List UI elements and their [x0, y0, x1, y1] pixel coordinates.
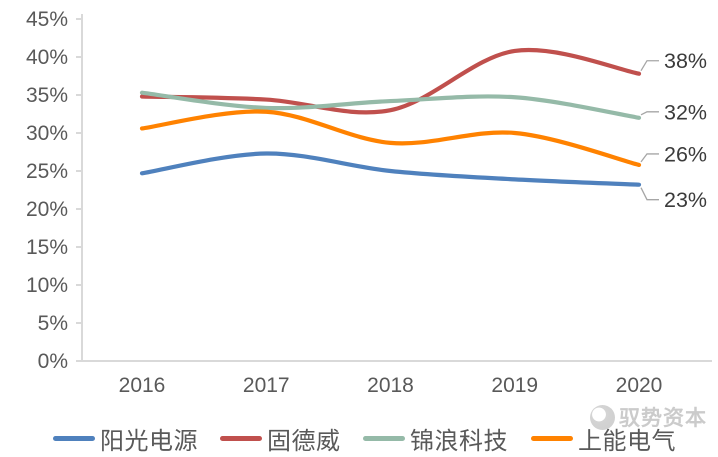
end-label-1: 23% [664, 188, 707, 212]
legend-label-series-1: 阳光电源 [100, 427, 198, 455]
legend-label-series-4: 上能电气 [578, 427, 676, 455]
y-tick-label: 30% [26, 122, 68, 145]
legend-line-swatch-series-2 [220, 435, 262, 441]
chart-legend: 阳光电源 固德威 锦浪科技 上能电气 [0, 423, 718, 455]
end-label-leader-3 [640, 111, 659, 116]
end-label-2: 38% [664, 49, 707, 73]
y-tick-label: 15% [26, 236, 68, 259]
legend-item-series-2[interactable]: 固德威 [220, 423, 341, 455]
end-label-4: 26% [664, 142, 707, 166]
series-line-1 [139, 151, 642, 187]
x-tick-label: 2020 [616, 374, 663, 397]
legend-label-series-3: 锦浪科技 [410, 427, 508, 455]
legend-item-series-4[interactable]: 上能电气 [531, 423, 676, 455]
x-tick-label: 2019 [491, 374, 538, 397]
legend-item-series-1[interactable]: 阳光电源 [53, 423, 198, 455]
watermark-text: 驭势资本 [619, 407, 707, 430]
x-tick-label: 2017 [243, 374, 290, 397]
watermark: 驭势资本 [590, 402, 707, 432]
watermark-logo-icon [590, 404, 615, 430]
y-tick-label: 45% [26, 8, 68, 31]
legend-line-swatch-series-3 [363, 435, 405, 441]
y-tick-label: 40% [26, 46, 68, 69]
series-line-2 [139, 47, 642, 115]
y-tick-label: 0% [38, 350, 68, 373]
y-tick-label: 25% [26, 160, 68, 183]
end-label-leader-1 [640, 187, 659, 201]
end-label-leader-4 [640, 153, 659, 163]
y-tick-label: 20% [26, 198, 68, 221]
series-line-3 [139, 90, 642, 120]
legend-label-series-2: 固德威 [267, 427, 341, 455]
legend-line-swatch-series-4 [531, 435, 573, 441]
legend-item-series-3[interactable]: 锦浪科技 [363, 423, 508, 455]
x-tick-label: 2018 [367, 374, 414, 397]
y-tick-label: 35% [26, 84, 68, 107]
legend-line-swatch-series-1 [53, 435, 95, 441]
end-label-leader-2 [640, 60, 659, 72]
series-line-4 [139, 109, 642, 168]
x-tick-label: 2016 [119, 374, 166, 397]
y-tick-label: 5% [38, 312, 68, 335]
end-label-3: 32% [664, 100, 707, 124]
y-tick-label: 10% [26, 274, 68, 297]
